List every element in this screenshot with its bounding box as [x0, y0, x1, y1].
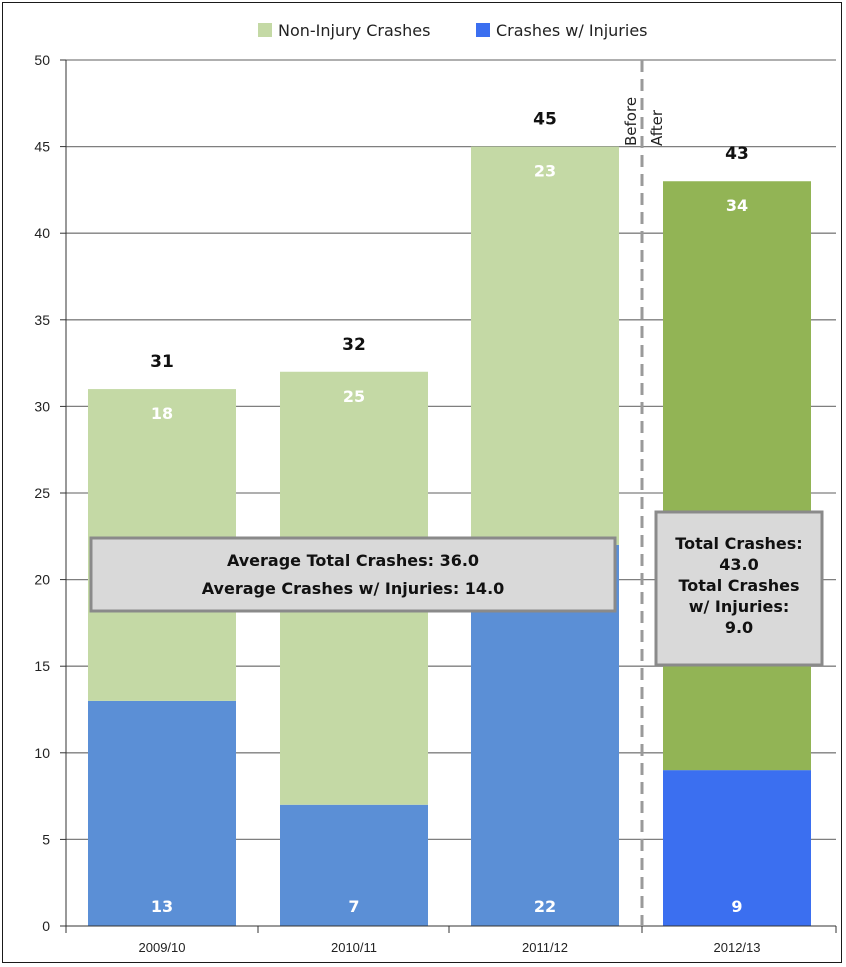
- x-tick-label-2010/11: 2010/11: [331, 940, 377, 955]
- bar-injury-2010/11: [280, 804, 428, 926]
- after-total-crashes-value: 43.0: [719, 555, 758, 574]
- label-injury-2010/11: 7: [348, 897, 359, 916]
- legend-swatch-injury: [476, 23, 490, 37]
- legend-label-non-injury: Non-Injury Crashes: [278, 21, 430, 40]
- y-tick-label-5: 5: [42, 831, 50, 847]
- before-summary-callout: Average Total Crashes: 36.0 Average Cras…: [89, 536, 617, 613]
- bar-injury-2009/10: [88, 700, 236, 926]
- y-tick-label-20: 20: [34, 572, 50, 588]
- x-tick-label-2011/12: 2011/12: [522, 940, 568, 955]
- bar-non-injury-2011/12: [471, 146, 619, 545]
- after-injury-crashes-label-1: Total Crashes: [679, 576, 800, 595]
- label-injury-2009/10: 13: [151, 897, 173, 916]
- bar-non-injury-2012/13: [663, 181, 811, 771]
- x-tick-label-2009/10: 2009/10: [139, 940, 186, 955]
- data-labels: 13 18 31 7 25 32 22 23 45 9 34 43: [150, 110, 749, 916]
- label-non-injury-2012/13: 34: [726, 196, 748, 215]
- bar-injury-2012/13: [663, 770, 811, 926]
- after-injury-crashes-value: 9.0: [725, 618, 753, 637]
- label-total-2010/11: 32: [342, 335, 366, 355]
- after-total-crashes-label: Total Crashes:: [675, 534, 802, 553]
- legend-swatch-non-injury: [258, 23, 272, 37]
- x-axis-tick-labels: 2009/10 2010/11 2011/12 2012/13: [65, 926, 837, 955]
- x-tick-label-2012/13: 2012/13: [714, 940, 761, 955]
- after-summary-callout: Total Crashes: 43.0 Total Crashes w/ Inj…: [654, 510, 824, 667]
- axes: [65, 60, 836, 927]
- label-non-injury-2011/12: 23: [534, 162, 556, 181]
- average-total-crashes-text: Average Total Crashes: 36.0: [227, 551, 479, 570]
- after-label: After: [648, 109, 666, 146]
- label-injury-2012/13: 9: [731, 897, 742, 916]
- legend: Non-Injury Crashes Crashes w/ Injuries: [258, 21, 648, 40]
- before-label: Before: [622, 97, 640, 146]
- label-total-2011/12: 45: [533, 110, 557, 130]
- label-non-injury-2010/11: 25: [343, 387, 365, 406]
- y-tick-label-30: 30: [34, 398, 50, 414]
- y-axis-tick-labels: 0 5 10 15 20 25 30 35 40 45 50: [34, 52, 66, 934]
- label-non-injury-2009/10: 18: [151, 404, 173, 423]
- label-total-2009/10: 31: [150, 352, 174, 372]
- label-total-2012/13: 43: [725, 144, 749, 164]
- after-injury-crashes-label-2: w/ Injuries:: [689, 597, 790, 616]
- y-tick-label-25: 25: [34, 485, 50, 501]
- y-tick-label-35: 35: [34, 312, 50, 328]
- y-tick-label-50: 50: [34, 52, 50, 68]
- y-tick-label-40: 40: [34, 225, 50, 241]
- label-injury-2011/12: 22: [534, 897, 556, 916]
- y-tick-label-0: 0: [42, 918, 50, 934]
- legend-label-injury: Crashes w/ Injuries: [496, 21, 648, 40]
- average-injury-crashes-text: Average Crashes w/ Injuries: 14.0: [202, 579, 505, 598]
- y-tick-label-45: 45: [34, 139, 50, 155]
- y-tick-label-10: 10: [34, 745, 50, 761]
- y-tick-label-15: 15: [34, 658, 50, 674]
